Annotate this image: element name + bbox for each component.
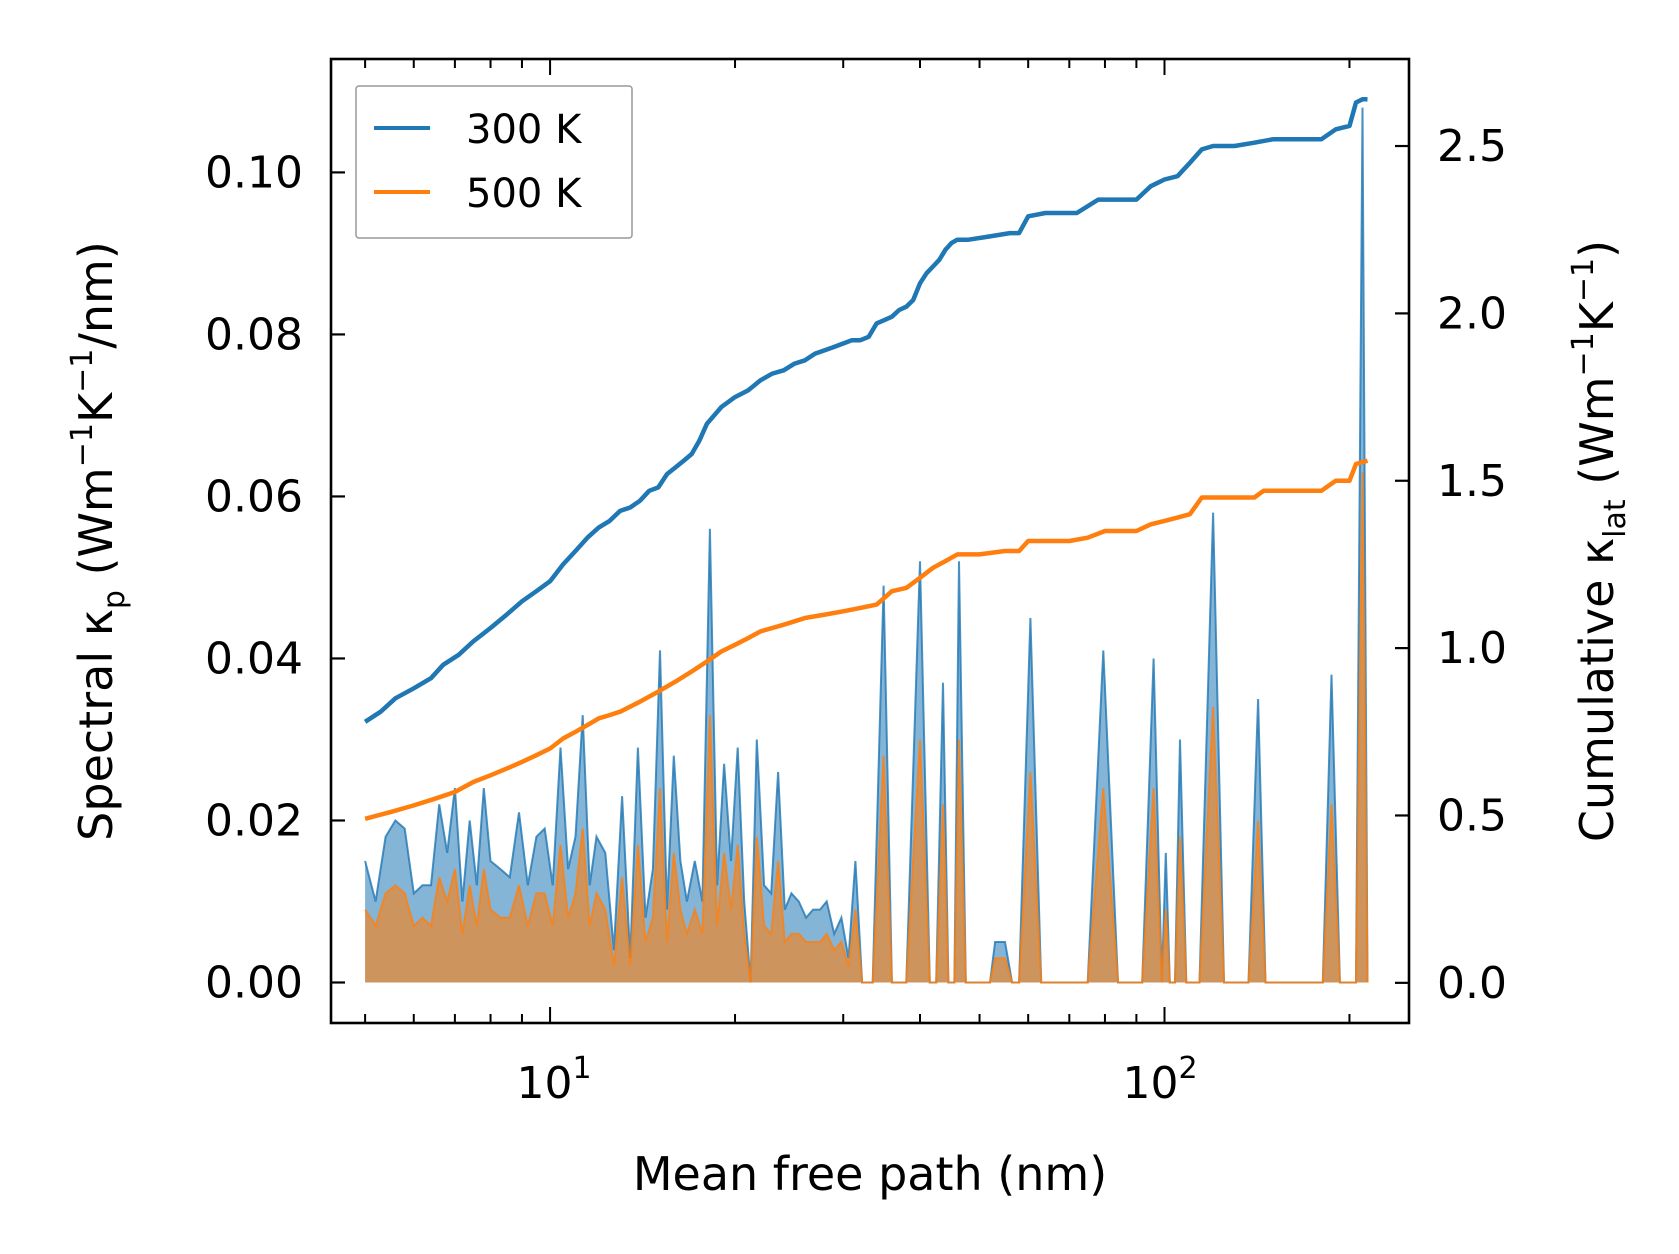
right-tick-label: 0.5 — [1437, 790, 1507, 841]
right-tick-label: 2.0 — [1437, 288, 1507, 339]
x-axis-label: Mean free path (nm) — [633, 1147, 1107, 1201]
left-tick-label: 0.02 — [205, 795, 303, 846]
right-tick-label: 1.0 — [1437, 623, 1507, 674]
right-tick-label: 2.5 — [1437, 121, 1507, 172]
axis-ticks: 0.00 0.02 0.04 0.06 0.08 0.10 0.0 0.5 1.0 1.5 2.0 2… — [205, 59, 1507, 1023]
legend-label-300k: 300 K — [466, 107, 583, 153]
series-lines — [363, 96, 1369, 821]
right-axis-label: Cumulative κlat (Wm−1K−1) — [1566, 240, 1633, 842]
left-tick-label: 0.00 — [205, 957, 303, 1008]
legend-box — [355, 85, 633, 239]
right-tick-label: 1.5 — [1437, 456, 1507, 507]
left-tick-label: 0.08 — [205, 309, 303, 360]
x-tick-label-10: 101 — [516, 1051, 591, 1109]
left-tick-label: 0.06 — [205, 471, 303, 522]
plot-frame — [329, 57, 1411, 1025]
left-axis-label: Spectral κp (Wm−1K−1/nm) — [65, 241, 132, 841]
legend: 300 K 500 K — [355, 85, 633, 239]
spectral-fills — [364, 107, 1369, 984]
cumulative-line-300k — [363, 96, 1368, 724]
left-tick-label: 0.10 — [205, 147, 303, 198]
spectral-area-300k — [365, 107, 1368, 983]
left-tick-label: 0.04 — [205, 633, 303, 684]
x-tick-label-100: 102 — [1122, 1051, 1197, 1109]
x-axis-tick-labels: 101 102 — [516, 1051, 1197, 1109]
spectral-line-500k — [364, 472, 1369, 984]
spectral-area-500k — [365, 472, 1368, 983]
spectral-line-300k — [364, 107, 1369, 984]
right-tick-label: 0.0 — [1437, 958, 1507, 1009]
cumulative-line-500k — [364, 458, 1369, 821]
legend-label-500k: 500 K — [466, 171, 583, 217]
